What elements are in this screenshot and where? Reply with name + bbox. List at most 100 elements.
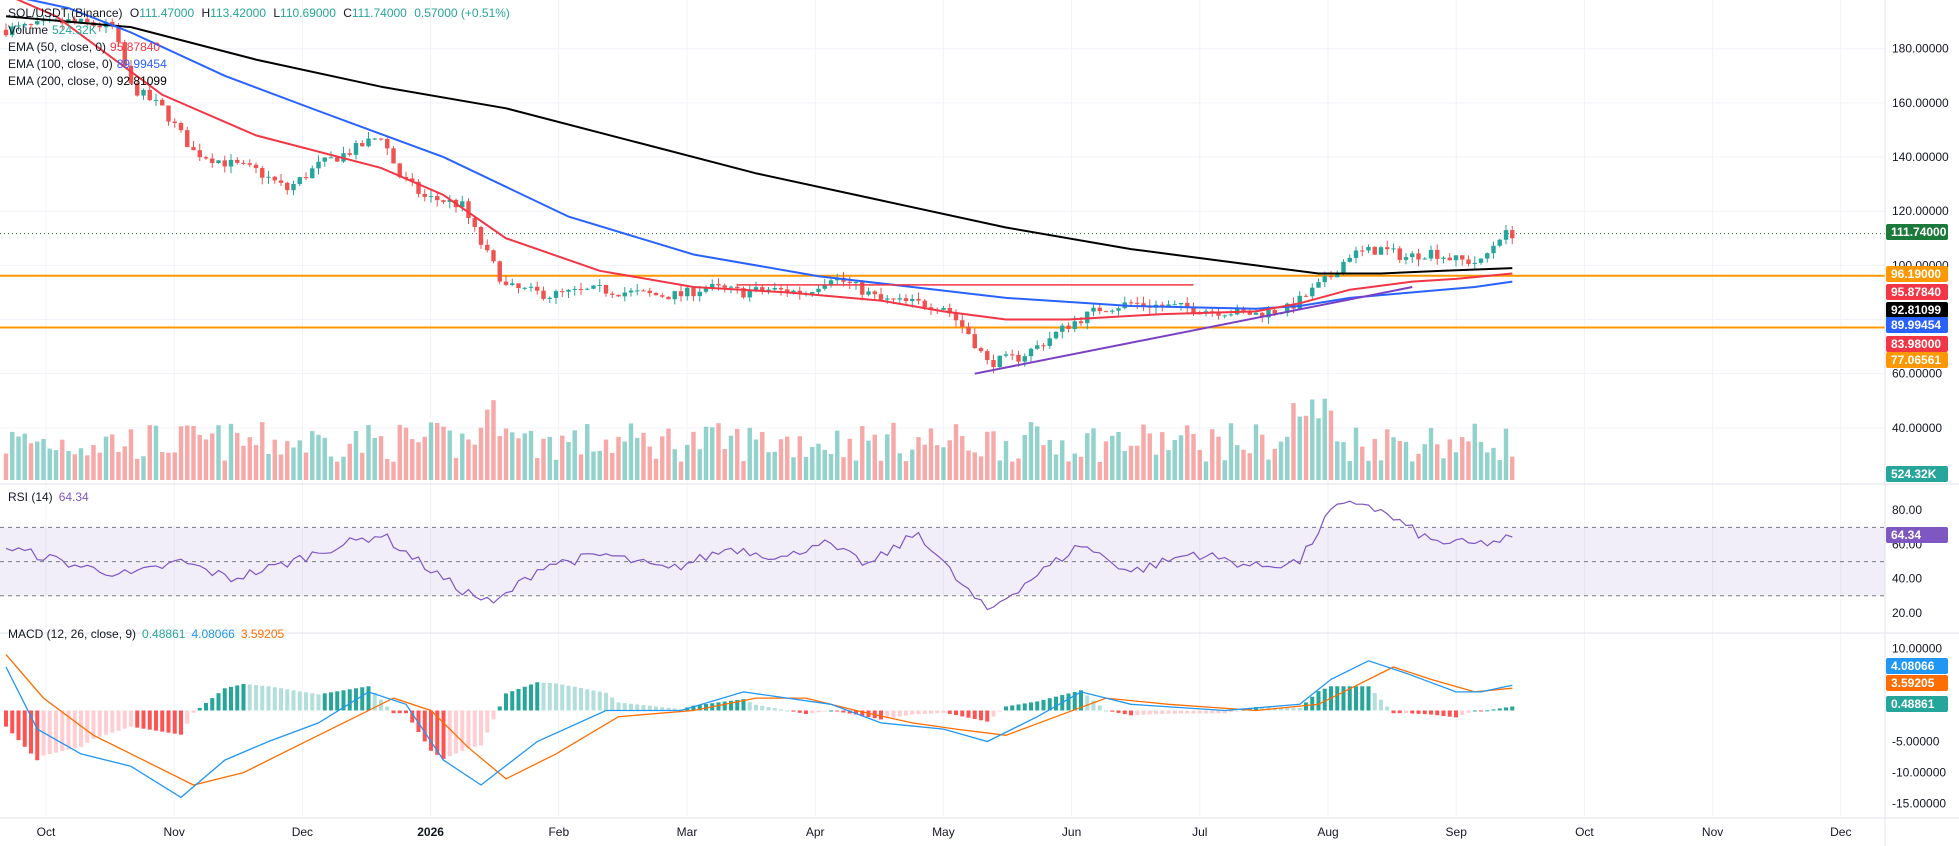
volume-bar xyxy=(535,457,540,480)
ema50-legend[interactable]: EMA (50, close, 0) 95.87840 xyxy=(8,40,160,55)
candle-body xyxy=(991,360,996,368)
volume-bar xyxy=(1222,460,1227,480)
candle-body xyxy=(510,283,515,285)
macd-histogram-bar xyxy=(122,710,127,729)
volume-bar xyxy=(335,461,340,480)
candle-body xyxy=(191,147,196,151)
volume-bar xyxy=(166,452,171,480)
price-badge-bg xyxy=(1886,352,1948,368)
volume-bar xyxy=(903,461,909,480)
volume-bar xyxy=(1447,439,1452,480)
macd-histogram-bar xyxy=(1116,710,1121,713)
symbol-name[interactable]: SOL/USDT (Binance) xyxy=(8,6,123,20)
volume-bar xyxy=(691,431,696,480)
price-badge-bg xyxy=(1886,302,1948,318)
macd-histogram-bar xyxy=(891,710,896,718)
volume-bar xyxy=(191,425,196,480)
volume-bar xyxy=(1410,461,1415,480)
volume-bar xyxy=(522,433,527,480)
candle-body xyxy=(35,21,40,25)
macd-histogram-bar xyxy=(329,692,333,711)
macd-histogram-bar xyxy=(579,688,583,711)
candle-body xyxy=(603,284,609,294)
volume-bar xyxy=(822,449,827,480)
time-tick-label: Aug xyxy=(1317,825,1338,839)
drawings[interactable] xyxy=(737,284,1413,375)
candle-body xyxy=(116,25,121,43)
ema200-legend[interactable]: EMA (200, close, 0) 92.81099 xyxy=(8,74,167,89)
macd-histogram-bar xyxy=(1304,702,1308,711)
macd-histogram-bar xyxy=(1297,708,1302,711)
macd-histogram-bar xyxy=(1335,686,1340,711)
open-value: 111.47000 xyxy=(139,6,195,20)
volume-bar xyxy=(953,424,959,480)
candle-body xyxy=(1397,248,1402,260)
candle-body xyxy=(916,298,921,301)
volume-bar xyxy=(1247,453,1252,480)
macd-histogram-bar xyxy=(335,691,340,711)
macd-histogram-bar xyxy=(1079,690,1083,711)
macd-histogram-bar xyxy=(529,684,533,711)
candle-body xyxy=(691,287,696,297)
volume-bar xyxy=(385,458,390,480)
rsi-legend[interactable]: RSI (14) 64.34 xyxy=(8,490,89,504)
macd-histogram-bar xyxy=(672,708,677,711)
volume-bar xyxy=(991,431,996,480)
macd-histogram-bar xyxy=(1179,710,1183,714)
horizontal-levels[interactable] xyxy=(0,233,1885,329)
macd-histogram-bar xyxy=(791,710,796,712)
macd-histogram-bar xyxy=(879,710,883,720)
macd-histogram-bar xyxy=(1491,709,1496,711)
macd-histogram-bar xyxy=(935,710,940,714)
candle-body xyxy=(1185,302,1190,308)
macd-histogram-bar xyxy=(1460,710,1465,716)
volume-bar xyxy=(1128,445,1134,480)
candle-body xyxy=(1360,250,1365,252)
macd-histogram-bar xyxy=(1110,710,1115,712)
volume-bar xyxy=(1122,450,1127,480)
candle-body xyxy=(828,280,834,285)
macd-legend[interactable]: MACD (12, 26, close, 9) 0.48861 4.08066 3.5… xyxy=(8,627,284,641)
candle-body xyxy=(853,281,859,283)
volume-bar xyxy=(35,441,40,480)
macd-histogram-bar xyxy=(1154,710,1158,715)
volume-bar xyxy=(491,400,496,480)
volume-bar xyxy=(1422,444,1427,480)
volume-bar xyxy=(935,445,940,480)
volume-legend[interactable]: Volume 524.32K xyxy=(8,23,97,38)
macd-histogram-bar xyxy=(366,686,371,711)
macd-histogram-bar xyxy=(847,710,852,714)
ema100-legend[interactable]: EMA (100, close, 0) 89.99454 xyxy=(8,57,167,72)
time-tick-label: Sep xyxy=(1446,825,1468,839)
volume-bar xyxy=(303,452,309,480)
macd-histogram-bar xyxy=(666,707,671,711)
candle-body xyxy=(747,290,752,298)
volume-bar xyxy=(766,452,771,480)
candle-body xyxy=(1228,314,1234,316)
macd-histogram-bar xyxy=(297,691,302,711)
volume-bar xyxy=(328,456,334,480)
rsi-tick-label: 40.00 xyxy=(1892,572,1922,586)
candle-body xyxy=(660,295,665,297)
macd-histogram-bar xyxy=(1454,710,1458,718)
price-tick-label: 180.00000 xyxy=(1892,42,1949,56)
macd-histogram-bar xyxy=(541,682,546,711)
price-badge-bg xyxy=(1886,284,1948,300)
macd-histogram-bar xyxy=(1497,708,1502,711)
macd-histogram-bar xyxy=(485,710,490,733)
volume-bar xyxy=(1260,434,1265,480)
candle-body xyxy=(228,159,234,167)
macd-histogram-bar xyxy=(497,706,502,711)
volume-bar xyxy=(1341,442,1346,480)
candle-body xyxy=(735,286,740,289)
volume-bar xyxy=(997,460,1002,480)
macd-histogram-bar xyxy=(922,710,927,714)
candle-body xyxy=(1341,261,1346,275)
time-tick-label: Jul xyxy=(1192,825,1207,839)
candle-body xyxy=(597,284,602,286)
candle-body xyxy=(891,298,896,300)
candle-body xyxy=(122,42,127,66)
macd-histogram-bar xyxy=(1291,707,1296,711)
candle-body xyxy=(316,161,321,169)
